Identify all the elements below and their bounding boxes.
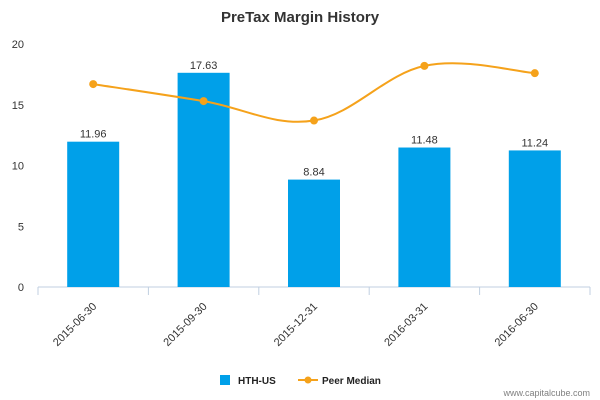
bar <box>67 141 120 287</box>
line-series <box>89 61 539 125</box>
bar-data-label: 11.96 <box>80 129 107 141</box>
watermark: www.capitalcube.com <box>502 388 590 398</box>
peer-median-point <box>530 69 539 78</box>
bar-data-label: 11.48 <box>411 135 438 147</box>
y-tick-label: 0 <box>18 282 24 294</box>
legend: HTH-US Peer Median <box>220 375 381 387</box>
legend-swatch-bar <box>220 375 230 385</box>
x-tick-label: 2015-09-30 <box>161 301 209 349</box>
peer-median-point <box>420 61 429 70</box>
y-tick-label: 10 <box>12 161 24 173</box>
peer-median-point <box>199 97 208 106</box>
bar <box>177 72 230 287</box>
x-tick-label: 2015-06-30 <box>51 301 99 349</box>
bar <box>288 179 340 287</box>
y-tick-label: 15 <box>12 100 24 112</box>
chart-title: PreTax Margin History <box>221 9 380 26</box>
bar-data-label: 17.63 <box>190 60 218 72</box>
y-tick-label: 20 <box>12 39 24 51</box>
bar-data-label: 8.84 <box>303 167 324 179</box>
x-tick-label: 2015-12-31 <box>272 301 320 349</box>
bar <box>508 150 561 287</box>
bar-data-labels: 11.96 17.63 8.84 11.48 11.24 <box>80 60 548 179</box>
peer-median-point <box>310 116 318 125</box>
x-axis: 2015-06-30 2015-09-30 2015-12-31 2016-03-31… <box>37 286 591 349</box>
legend-label-bar: HTH-US <box>238 376 276 387</box>
bar-series <box>67 72 561 287</box>
y-tick-label: 5 <box>18 221 24 233</box>
peer-median-line <box>93 62 535 123</box>
y-axis: 0 5 10 15 20 <box>12 39 24 294</box>
x-tick-label: 2016-03-31 <box>382 301 430 349</box>
peer-median-point <box>89 80 98 89</box>
x-tick-label: 2016-06-30 <box>493 301 541 349</box>
bar-data-label: 11.24 <box>521 137 548 149</box>
legend-label-line: Peer Median <box>322 376 381 387</box>
legend-swatch-marker <box>304 376 312 384</box>
bar <box>398 147 451 287</box>
